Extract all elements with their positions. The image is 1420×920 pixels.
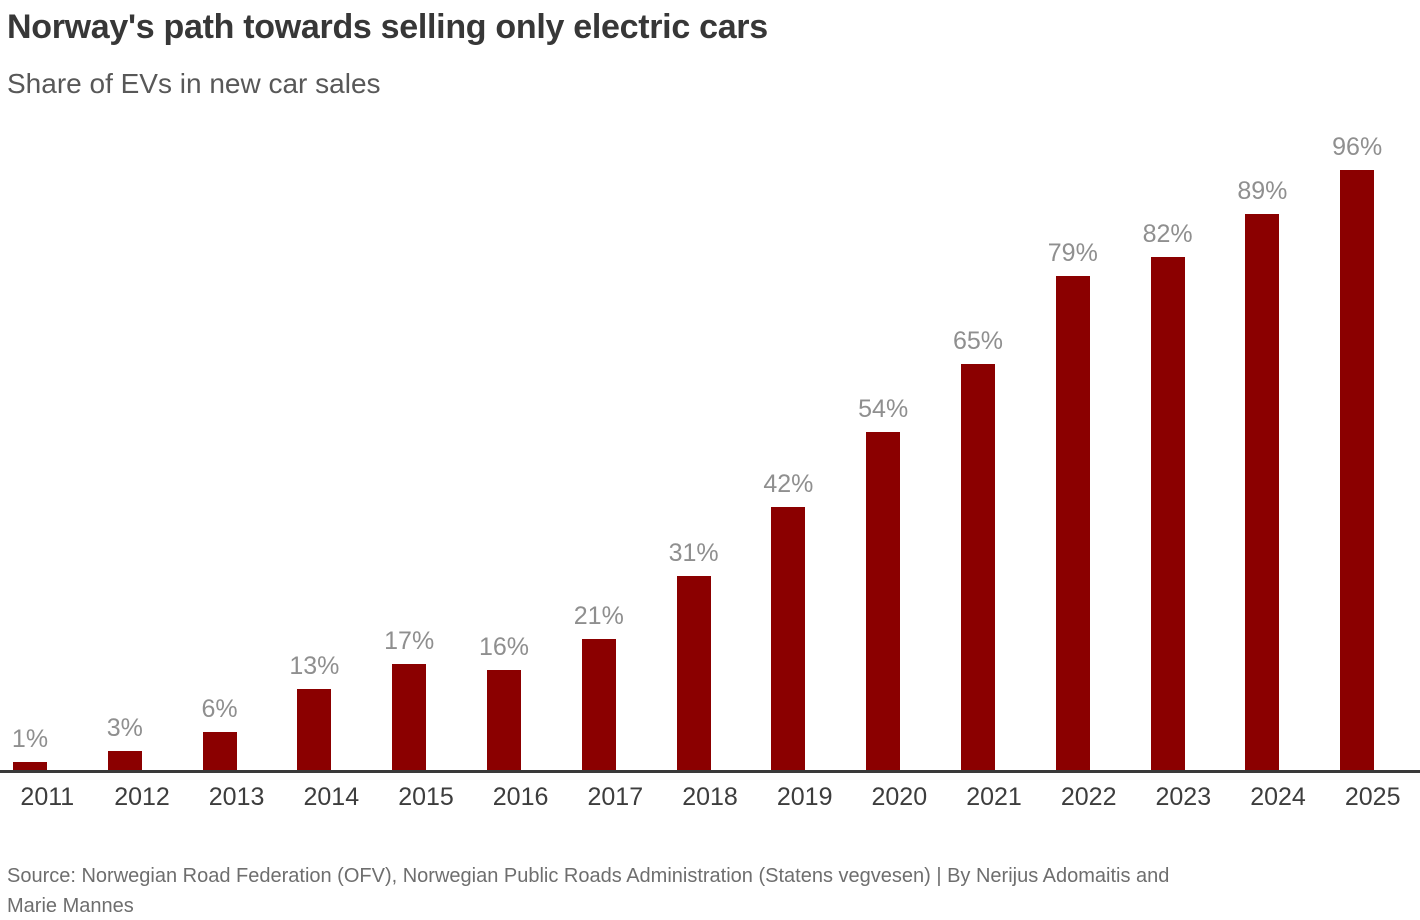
bar-value-label-2014: 13%: [289, 652, 340, 680]
bar-value-label-2025: 96%: [1332, 133, 1383, 161]
x-tick-label-2024: 2024: [1250, 783, 1306, 811]
x-tick-label-2019: 2019: [776, 783, 833, 811]
bar-value-label-2018: 31%: [668, 539, 719, 567]
bar-2017: [581, 639, 616, 770]
bar-value-label-2024: 89%: [1237, 177, 1288, 205]
chart-subtitle: Share of EVs in new car sales: [7, 68, 381, 99]
bar-2024: [1245, 214, 1280, 770]
bar-2012: [107, 751, 142, 770]
bar-value-label-2022: 79%: [1047, 239, 1098, 267]
bar-2022: [1055, 276, 1090, 770]
bar-2016: [487, 670, 521, 770]
source-note: Source: Norwegian Road Federation (OFV),…: [7, 861, 1407, 920]
bar-value-label-2021: 65%: [952, 327, 1004, 355]
x-tick-label-2023: 2023: [1155, 783, 1212, 811]
bar-2018: [676, 576, 711, 770]
bar-value-label-2023: 82%: [1142, 220, 1193, 248]
bar-2019: [771, 507, 806, 770]
x-tick-label-2016: 2016: [492, 783, 549, 811]
x-tick-label-2017: 2017: [587, 783, 644, 811]
bar-2014: [297, 689, 332, 770]
x-tick-label-2020: 2020: [871, 783, 928, 811]
bar-2023: [1150, 257, 1185, 770]
x-tick-label-2015: 2015: [398, 783, 454, 811]
x-tick-label-2025: 2025: [1344, 783, 1401, 811]
x-tick-label-2021: 2021: [966, 783, 1022, 811]
x-tick-label-2013: 2013: [208, 783, 265, 811]
bar-value-label-2020: 54%: [858, 395, 909, 423]
x-tick-label-2018: 2018: [682, 783, 738, 811]
bar-2011: [13, 762, 47, 770]
chart-title: Norway's path towards selling only elect…: [7, 8, 768, 46]
bar-value-label-2013: 6%: [201, 695, 238, 723]
bar-2013: [202, 732, 237, 770]
bar-2015: [392, 664, 427, 770]
bar-value-label-2016: 16%: [478, 633, 530, 661]
bar-2021: [961, 364, 995, 770]
source-note-line-2: Marie Mannes: [7, 895, 134, 917]
source-note-line-1: Source: Norwegian Road Federation (OFV),…: [7, 865, 1170, 887]
bar-2025: [1340, 170, 1375, 770]
bar-value-label-2017: 21%: [573, 602, 624, 630]
bar-value-label-2011: 1%: [11, 725, 49, 753]
x-axis-line: [0, 770, 1420, 773]
bar-value-label-2012: 3%: [106, 714, 143, 742]
bar-value-label-2015: 17%: [384, 627, 435, 655]
bar-2020: [866, 432, 901, 770]
x-tick-label-2011: 2011: [20, 783, 75, 811]
bar-value-label-2019: 42%: [763, 470, 814, 498]
x-tick-label-2012: 2012: [114, 783, 170, 811]
x-tick-label-2014: 2014: [303, 783, 360, 811]
x-tick-label-2022: 2022: [1060, 783, 1117, 811]
